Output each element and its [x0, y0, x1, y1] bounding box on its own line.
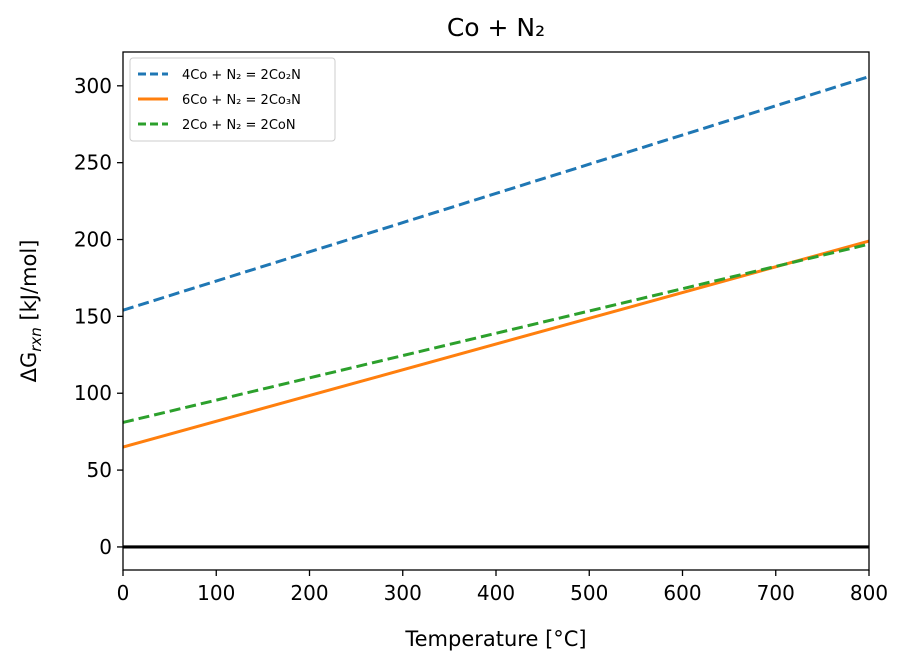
legend-box — [129, 57, 336, 142]
x-tick-label: 800 — [850, 581, 888, 605]
x-tick-label: 500 — [570, 581, 608, 605]
x-tick-label: 600 — [663, 581, 701, 605]
chart-title: Co + N₂ — [447, 13, 545, 42]
legend-label-1: 4Co + N₂ = 2Co₂N — [182, 68, 301, 83]
y-axis-label-prefix: ΔG — [17, 352, 41, 383]
x-tick-label: 700 — [757, 581, 795, 605]
y-axis-label: ΔGrxn [kJ/mol] — [17, 240, 45, 383]
axis-ticks: 0 100 200 300 400 500 600 700 800 0 50 100 150 200 250… — [74, 74, 888, 605]
legend-label-2: 6Co + N₂ = 2Co₃N — [182, 93, 301, 108]
y-tick-label: 0 — [99, 535, 112, 559]
x-tick-label: 100 — [197, 581, 235, 605]
x-axis-label: Temperature [°C] — [404, 627, 586, 651]
x-tick-label: 300 — [384, 581, 422, 605]
series-line-1 — [122, 75, 870, 312]
series-line-2 — [122, 239, 870, 449]
y-tick-label: 300 — [74, 74, 112, 98]
x-tick-label: 0 — [117, 581, 130, 605]
plot-area — [122, 75, 870, 549]
legend-label-3: 2Co + N₂ = 2CoN — [182, 118, 296, 133]
y-tick-label: 100 — [74, 381, 112, 405]
y-tick-label: 150 — [74, 304, 112, 328]
x-tick-label: 200 — [290, 581, 328, 605]
y-tick-label: 50 — [87, 458, 112, 482]
y-axis-label-suffix: [kJ/mol] — [17, 240, 41, 328]
x-tick-label: 400 — [477, 581, 515, 605]
legend: 4Co + N₂ = 2Co₂N 6Co + N₂ = 2Co₃N 2Co + N₂… — [129, 57, 336, 142]
y-axis-label-subscript: rxn — [27, 327, 45, 352]
y-tick-label: 200 — [74, 228, 112, 252]
plot-frame — [122, 51, 870, 571]
y-tick-label: 250 — [74, 151, 112, 175]
